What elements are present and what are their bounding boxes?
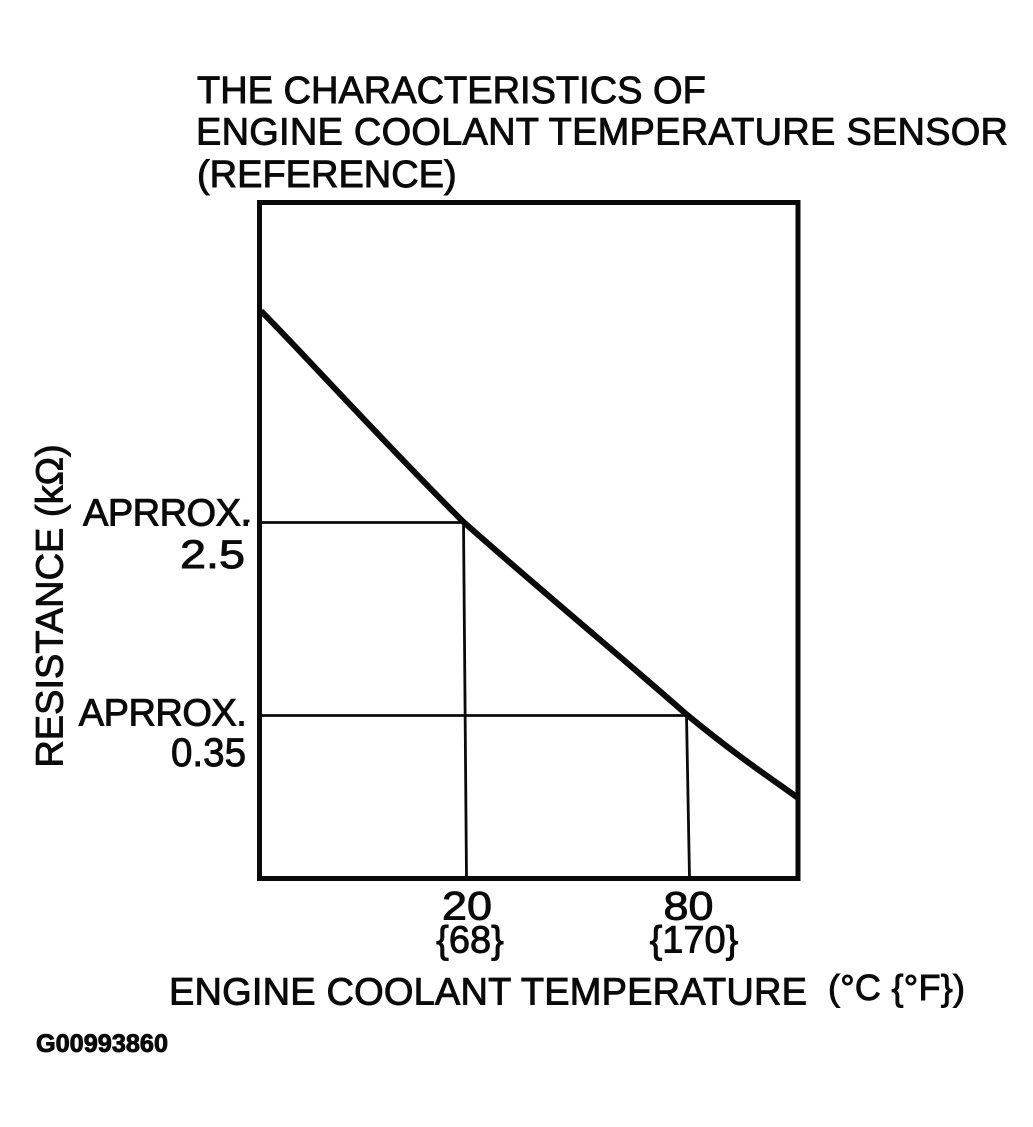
svg-text:G00993860: G00993860 bbox=[36, 1030, 168, 1058]
svg-text:20: 20 bbox=[442, 885, 492, 929]
svg-text:{170}: {170} bbox=[650, 920, 739, 962]
svg-text:APRROX.: APRROX. bbox=[79, 693, 247, 735]
svg-text:(°C {°F}): (°C {°F}) bbox=[828, 967, 965, 1008]
svg-text:ENGINE COOLANT TEMPERATURE SEN: ENGINE COOLANT TEMPERATURE SENSOR bbox=[196, 112, 1008, 154]
svg-text:0.35: 0.35 bbox=[171, 731, 246, 775]
svg-text:80: 80 bbox=[664, 885, 714, 929]
svg-text:(REFERENCE): (REFERENCE) bbox=[197, 154, 457, 196]
svg-text:THE CHARACTERISTICS OF: THE CHARACTERISTICS OF bbox=[197, 70, 706, 112]
svg-text:APRROX.: APRROX. bbox=[83, 493, 251, 535]
svg-text:ENGINE COOLANT TEMPERATURE: ENGINE COOLANT TEMPERATURE bbox=[169, 972, 807, 1014]
svg-text:{68}: {68} bbox=[436, 920, 504, 962]
svg-text:2.5: 2.5 bbox=[180, 533, 245, 577]
svg-text:RESISTANCE (kΩ): RESISTANCE (kΩ) bbox=[30, 444, 72, 767]
